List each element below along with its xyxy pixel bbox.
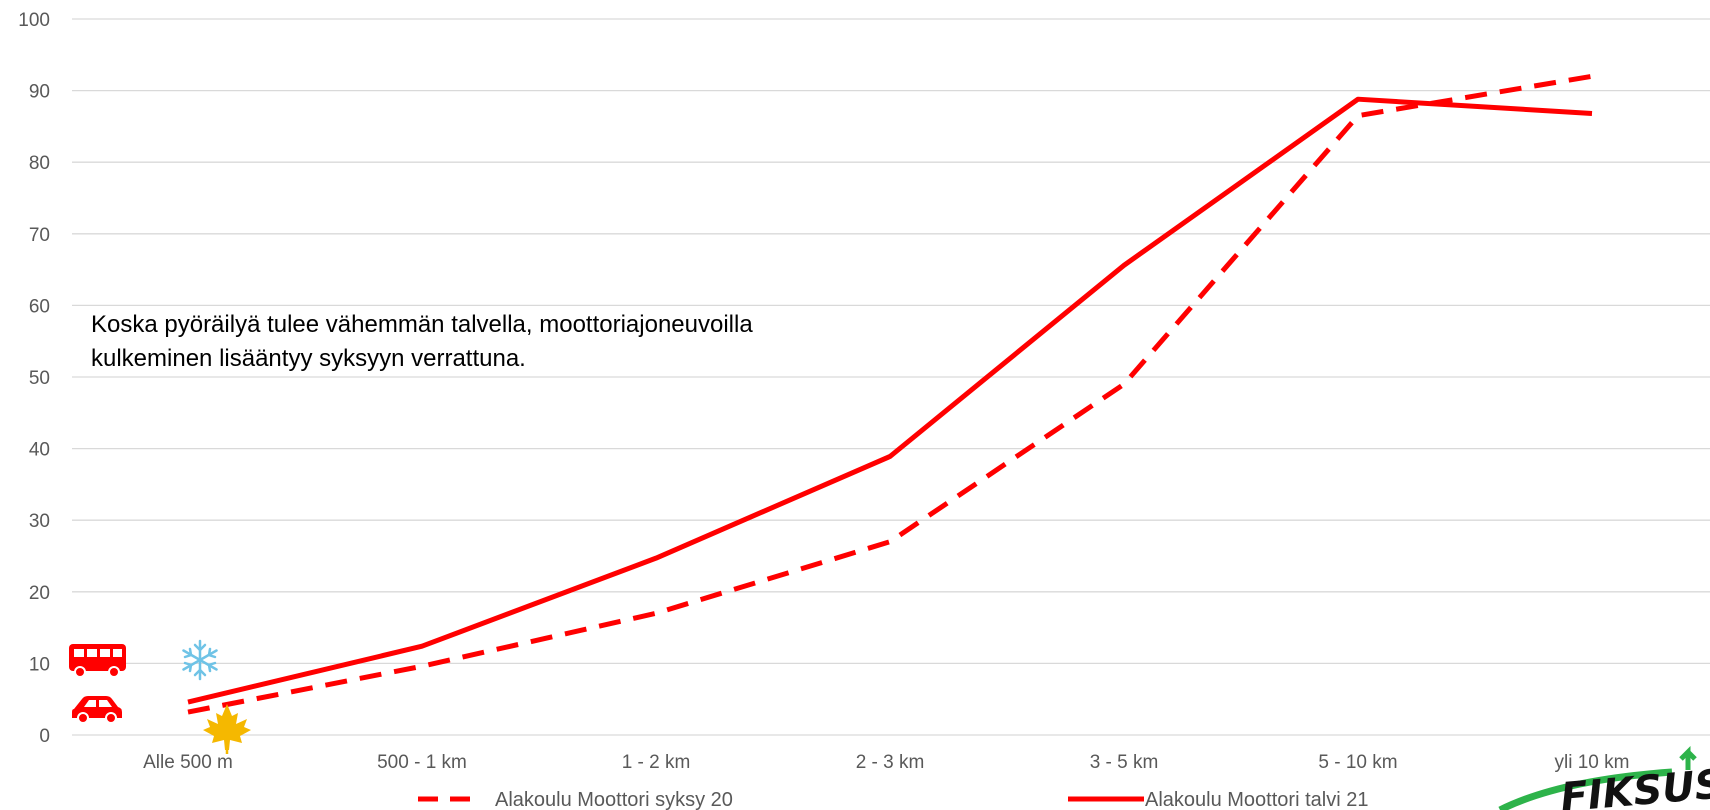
y-tick-label: 20 bbox=[29, 583, 50, 604]
y-axis-ticks: 0 10 20 30 40 50 60 70 80 90 100 bbox=[18, 10, 50, 747]
y-tick-label: 30 bbox=[29, 511, 50, 532]
y-tick-label: 50 bbox=[29, 368, 50, 389]
x-tick-label: 500 - 1 km bbox=[377, 752, 467, 773]
y-tick-label: 80 bbox=[29, 153, 50, 174]
series-line-syksy bbox=[187, 73, 1593, 715]
x-tick-label: 3 - 5 km bbox=[1090, 752, 1159, 773]
maple-leaf-icon bbox=[203, 704, 251, 754]
y-tick-label: 60 bbox=[29, 296, 50, 317]
y-tick-label: 100 bbox=[18, 10, 50, 31]
y-tick-label: 10 bbox=[29, 654, 50, 675]
x-tick-label: 5 - 10 km bbox=[1318, 752, 1397, 773]
y-tick-label: 0 bbox=[39, 726, 50, 747]
y-tick-label: 40 bbox=[29, 440, 50, 461]
legend-label-talvi: Alakoulu Moottori talvi 21 bbox=[1145, 789, 1368, 810]
legend-item-syksy: Alakoulu Moottori syksy 20 bbox=[418, 789, 733, 810]
legend-label-syksy: Alakoulu Moottori syksy 20 bbox=[495, 789, 733, 810]
legend-item-talvi: Alakoulu Moottori talvi 21 bbox=[1068, 789, 1368, 810]
x-tick-label: 2 - 3 km bbox=[856, 752, 925, 773]
y-tick-label: 70 bbox=[29, 225, 50, 246]
x-tick-label: 1 - 2 km bbox=[622, 752, 691, 773]
y-tick-label: 90 bbox=[29, 82, 50, 103]
bus-icon bbox=[69, 644, 126, 678]
x-tick-label: yli 10 km bbox=[1555, 752, 1630, 773]
legend: Alakoulu Moottori syksy 20 Alakoulu Moot… bbox=[418, 789, 1368, 810]
series-lines bbox=[187, 73, 1593, 715]
x-tick-label: Alle 500 m bbox=[143, 752, 233, 773]
chart-annotation: Koska pyöräilyä tulee vähemmän talvella,… bbox=[91, 311, 753, 372]
snowflake-icon bbox=[182, 639, 218, 681]
series-line-talvi bbox=[187, 96, 1593, 705]
gridlines bbox=[72, 18, 1710, 736]
car-icon bbox=[72, 696, 122, 724]
x-axis-ticks: Alle 500 m 500 - 1 km 1 - 2 km 2 - 3 km 3 - … bbox=[143, 752, 1629, 773]
